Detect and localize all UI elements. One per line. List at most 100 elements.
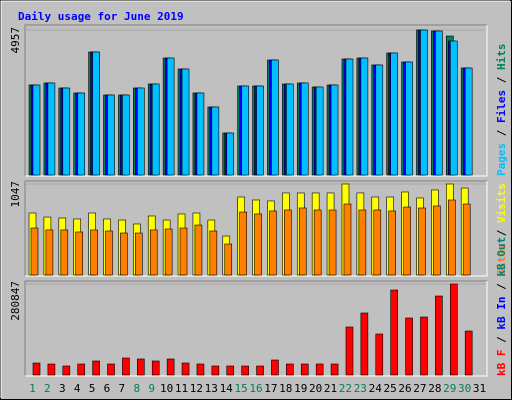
bar [405, 317, 413, 376]
bar [435, 295, 443, 376]
bar [462, 203, 471, 276]
bar [181, 68, 190, 176]
bar [77, 92, 86, 176]
y-tick-label: 4957 [9, 27, 22, 54]
legend-entry: Sites [495, 243, 508, 276]
bar [449, 40, 458, 176]
x-tick-label: 12 [190, 382, 203, 395]
x-tick-label: 26 [398, 382, 411, 395]
bar [403, 206, 411, 276]
legend-separator: / [495, 123, 508, 143]
legend-entry: kB F [495, 350, 508, 377]
plot-bevel [25, 25, 488, 177]
x-tick-label: 19 [294, 382, 307, 395]
bar [330, 363, 339, 376]
bar [271, 359, 279, 376]
legend: Sites / Visits [495, 183, 508, 276]
x-tick-label: 9 [148, 382, 155, 395]
bar [286, 363, 294, 376]
bar [179, 227, 188, 276]
bar [300, 82, 309, 176]
bar [196, 92, 205, 176]
legend-entry: kB In [495, 297, 508, 330]
plot-bevel [25, 181, 488, 277]
x-tick-label: 13 [205, 382, 218, 395]
legend-separator: / [495, 70, 508, 90]
bar [239, 211, 247, 276]
legend-entry: Visits [495, 183, 508, 223]
bar [209, 230, 218, 276]
bar [90, 229, 98, 276]
bar [194, 224, 203, 276]
x-tick-label: 18 [279, 382, 292, 395]
bar [107, 94, 115, 176]
bar [241, 85, 249, 176]
bar [256, 85, 264, 176]
bar [435, 30, 443, 176]
bar [328, 209, 337, 276]
x-tick-label: 27 [413, 382, 426, 395]
bar [269, 210, 277, 276]
bar [254, 213, 262, 276]
bar [92, 360, 100, 376]
bar [313, 209, 322, 276]
bar [149, 229, 158, 276]
x-tick-label: 29 [443, 382, 456, 395]
bar [166, 57, 175, 176]
bar [300, 363, 309, 376]
legend-entry: kB Out [495, 237, 508, 277]
x-tick-label: 10 [160, 382, 173, 395]
bar [418, 207, 426, 276]
bar [224, 243, 233, 276]
x-tick-label: 16 [249, 382, 262, 395]
bar [92, 51, 100, 176]
bar [137, 358, 145, 376]
legend-entry: Hits [495, 44, 508, 71]
bar [226, 132, 235, 176]
y-tick-label: 1047 [9, 181, 22, 208]
bar [135, 232, 143, 276]
bar [75, 231, 84, 276]
legend-separator: / [495, 223, 508, 243]
bar [447, 199, 456, 276]
legend-entry: Files [495, 90, 508, 123]
bar [151, 83, 160, 176]
legend-separator: / [495, 330, 508, 350]
x-tick-label: 30 [458, 382, 471, 395]
bar [196, 363, 205, 376]
bar [120, 232, 128, 276]
legend-separator: / [495, 277, 508, 297]
bar [373, 209, 382, 276]
x-tick-label: 2 [44, 382, 51, 395]
bar [45, 229, 54, 276]
bar [166, 358, 175, 376]
bar [211, 365, 220, 376]
bar [164, 228, 173, 276]
bar [464, 330, 473, 376]
bar [105, 230, 113, 276]
y-tick-label: 280847 [9, 281, 22, 321]
bar [343, 203, 352, 276]
x-tick-label: 15 [234, 382, 247, 395]
bar [60, 229, 69, 276]
bar [405, 61, 413, 176]
x-tick-label: 6 [104, 382, 111, 395]
x-tick-label: 20 [309, 382, 322, 395]
bar [449, 283, 458, 376]
x-tick-label: 7 [119, 382, 126, 395]
bar [211, 106, 220, 176]
legend-entry: Pages [495, 143, 508, 176]
bar [315, 363, 324, 376]
bar [345, 58, 354, 176]
x-tick-label: 4 [74, 382, 81, 395]
x-tick-label: 24 [369, 382, 383, 395]
bar [345, 326, 354, 376]
bar [77, 363, 86, 376]
x-tick-label: 8 [133, 382, 140, 395]
bar [360, 312, 369, 376]
bar [181, 362, 190, 376]
bar [122, 357, 130, 376]
x-tick-label: 21 [324, 382, 337, 395]
